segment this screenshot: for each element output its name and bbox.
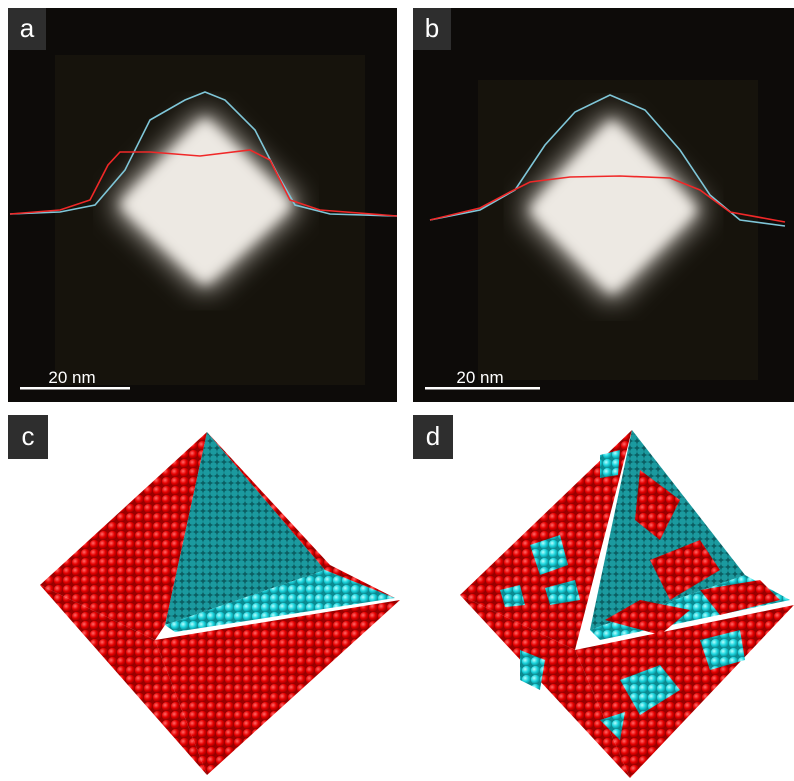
scale-bar-label: 20 nm [456, 368, 503, 387]
scale-bar [425, 387, 540, 390]
panel-c: c [8, 415, 400, 775]
scale-bar-label: 20 nm [48, 368, 95, 387]
figure: a 20 nm b 20 nm c d [0, 0, 794, 781]
panel-b: b 20 nm [413, 8, 794, 402]
panel-a: a 20 nm [8, 8, 397, 402]
panel-d: d [413, 415, 794, 778]
panel-label: b [425, 13, 439, 43]
panel-label: a [20, 13, 35, 43]
panel-label: c [22, 421, 35, 451]
panel-label: d [426, 421, 440, 451]
scale-bar [20, 387, 130, 390]
